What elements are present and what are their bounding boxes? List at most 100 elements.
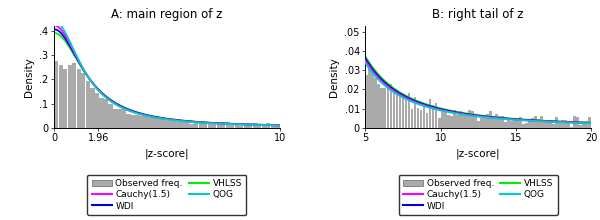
Bar [401, 95, 404, 128]
Bar [498, 116, 500, 128]
Bar [208, 124, 212, 128]
Bar [471, 111, 473, 128]
Bar [579, 125, 582, 128]
Bar [504, 122, 506, 128]
Bar [217, 124, 221, 128]
Bar [468, 110, 470, 128]
Bar [486, 114, 488, 128]
Bar [564, 120, 567, 128]
Bar [145, 116, 149, 128]
Bar [99, 98, 104, 128]
Bar [275, 125, 280, 128]
Bar [425, 113, 428, 128]
Bar [140, 116, 144, 128]
Bar [534, 116, 537, 128]
Bar [226, 122, 230, 128]
Bar [410, 109, 413, 128]
Bar [495, 114, 497, 128]
Bar [489, 111, 491, 128]
Bar [131, 115, 135, 128]
Bar [235, 124, 239, 128]
Bar [365, 75, 368, 128]
Bar [266, 123, 271, 128]
Bar [104, 99, 108, 128]
Bar [443, 110, 446, 128]
Bar [212, 124, 217, 128]
Bar [455, 115, 458, 128]
Bar [380, 88, 383, 128]
Bar [507, 119, 509, 128]
Bar [549, 122, 552, 128]
Bar [90, 88, 95, 128]
Bar [407, 93, 410, 128]
Bar [513, 120, 516, 128]
Bar [117, 109, 122, 128]
Bar [199, 123, 203, 128]
Bar [63, 68, 67, 128]
Bar [480, 118, 482, 128]
Bar [136, 115, 140, 128]
Y-axis label: Density: Density [329, 57, 339, 97]
Bar [262, 125, 266, 128]
Bar [483, 117, 485, 128]
Bar [413, 97, 416, 128]
Bar [221, 122, 226, 128]
Bar [543, 121, 546, 128]
Bar [271, 125, 275, 128]
Bar [428, 99, 431, 128]
Bar [437, 117, 440, 128]
Bar [540, 116, 543, 128]
Bar [555, 117, 558, 128]
Bar [522, 124, 525, 128]
Bar [449, 116, 452, 128]
Bar [149, 116, 153, 128]
Bar [398, 94, 401, 128]
Bar [181, 123, 185, 128]
Bar [203, 123, 208, 128]
Bar [190, 124, 194, 128]
Bar [419, 110, 422, 128]
Y-axis label: Density: Density [23, 57, 34, 97]
Bar [392, 93, 395, 128]
Bar [576, 117, 579, 128]
Legend: Observed freq., Cauchy(1.5), WDI, VHLSS, QOG: Observed freq., Cauchy(1.5), WDI, VHLSS,… [87, 175, 247, 215]
Bar [552, 124, 555, 128]
Bar [395, 91, 398, 128]
Bar [108, 104, 113, 128]
Bar [567, 121, 570, 128]
Bar [558, 123, 561, 128]
Bar [440, 109, 443, 128]
Bar [477, 121, 479, 128]
Bar [404, 95, 407, 128]
Bar [194, 123, 198, 128]
Bar [230, 124, 235, 128]
Bar [113, 109, 117, 128]
Bar [422, 103, 425, 128]
Bar [371, 73, 374, 128]
Legend: Observed freq., Cauchy(1.5), WDI, VHLSS, QOG: Observed freq., Cauchy(1.5), WDI, VHLSS,… [398, 175, 558, 215]
Bar [122, 110, 126, 128]
Bar [257, 126, 262, 128]
Bar [446, 115, 449, 128]
Title: B: right tail of z: B: right tail of z [433, 8, 524, 21]
Bar [588, 117, 591, 128]
Bar [528, 121, 531, 128]
Title: A: main region of z: A: main region of z [111, 8, 223, 21]
Bar [374, 78, 377, 128]
Bar [386, 85, 389, 128]
Bar [167, 121, 171, 128]
Bar [431, 104, 434, 128]
Bar [81, 73, 85, 128]
Bar [573, 116, 576, 128]
Bar [59, 65, 63, 128]
X-axis label: |z-score|: |z-score| [145, 149, 189, 159]
Bar [377, 84, 380, 128]
Bar [185, 121, 189, 128]
Bar [546, 122, 549, 128]
X-axis label: |z-score|: |z-score| [456, 149, 500, 159]
Bar [239, 126, 244, 128]
Bar [582, 124, 585, 128]
Bar [434, 103, 437, 128]
Bar [416, 108, 419, 128]
Bar [510, 121, 513, 128]
